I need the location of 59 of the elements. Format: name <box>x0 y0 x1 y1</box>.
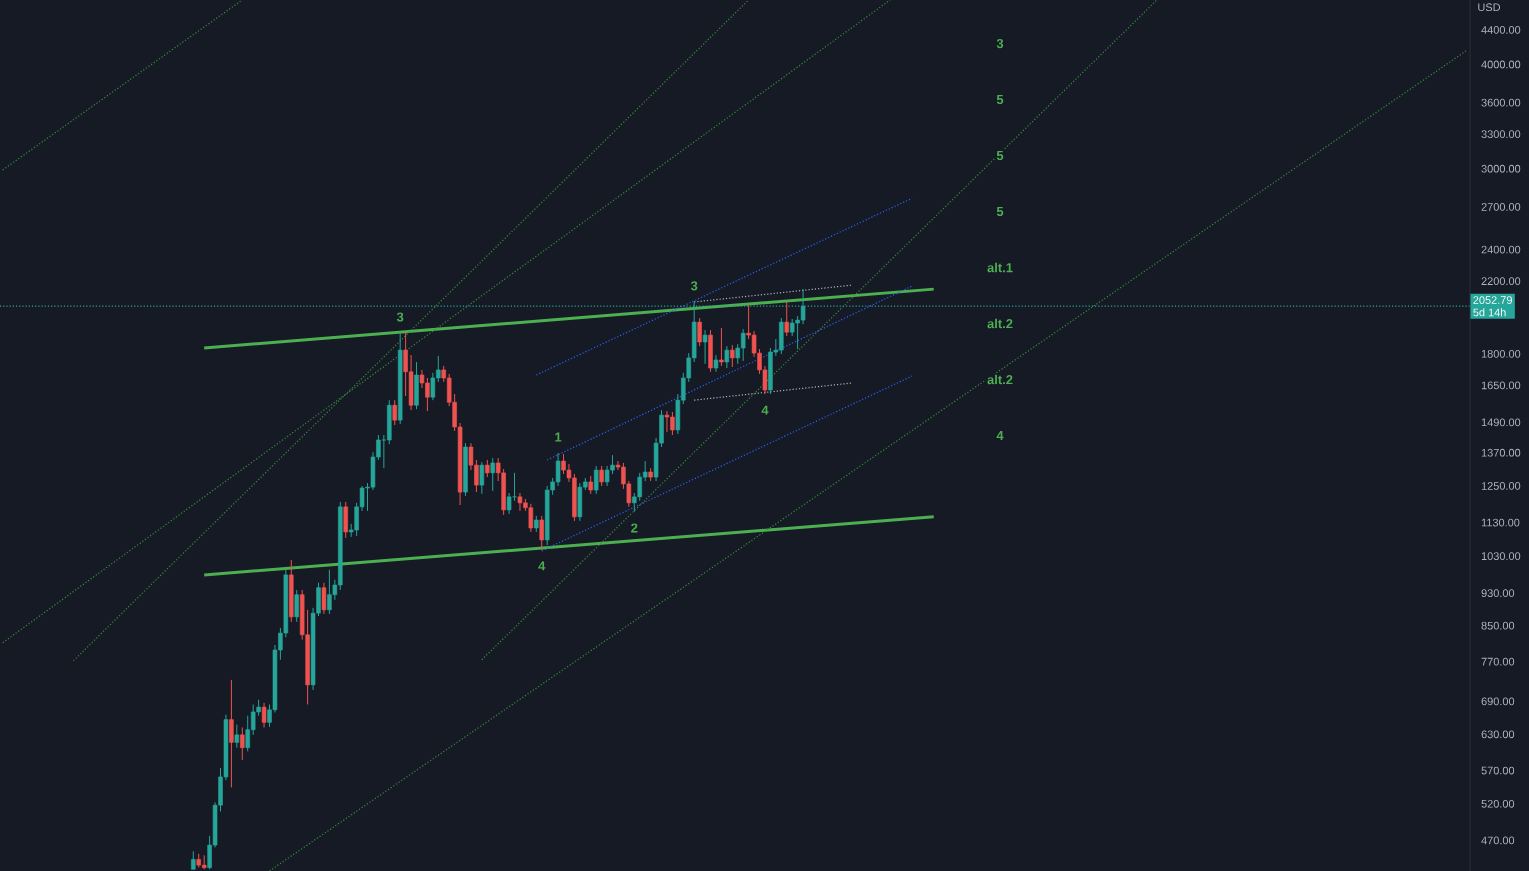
y-tick-label: 4400.00 <box>1481 26 1521 34</box>
candlestick <box>506 492 512 515</box>
y-tick-label: 1030.00 <box>1481 552 1521 560</box>
candlestick <box>479 461 485 495</box>
annotation: 1 <box>555 432 562 442</box>
annotation: 3 <box>690 281 698 291</box>
ref-line-label: 2052.79 <box>1473 296 1512 304</box>
y-tick-label: 470.00 <box>1481 836 1515 845</box>
y-tick-label: 570.00 <box>1481 766 1515 775</box>
annotation: alt.1 <box>987 262 1013 273</box>
candlestick <box>490 457 495 492</box>
annotation: 5 <box>996 206 1004 217</box>
y-tick-label: 2400.00 <box>1481 245 1521 254</box>
candlestick <box>234 724 240 749</box>
candlestick <box>261 702 267 728</box>
y-tick-label: 1800.00 <box>1481 349 1521 358</box>
candlestick <box>321 582 327 615</box>
y-tick-label: 520.00 <box>1481 799 1515 808</box>
annotation: 3 <box>396 312 404 322</box>
candlestick <box>593 465 599 495</box>
y-tick-label: 1130.00 <box>1481 518 1520 527</box>
candlestick <box>697 317 702 347</box>
candlestick <box>240 726 245 761</box>
annotation: alt.2 <box>987 318 1013 329</box>
candlestick <box>229 679 234 788</box>
y-tick-label: 1370.00 <box>1481 448 1521 457</box>
y-tick-label: 770.00 <box>1481 657 1515 666</box>
annotation: 2 <box>631 523 638 533</box>
y-tick-label: 930.00 <box>1481 589 1515 597</box>
candlestick <box>784 301 789 337</box>
y-tick-label: 690.00 <box>1481 697 1515 706</box>
annotation: 5 <box>996 95 1004 105</box>
candlestick <box>730 344 735 368</box>
y-tick-label: 1490.00 <box>1481 418 1521 427</box>
y-tick-label: 3300.00 <box>1481 130 1521 139</box>
annotation: 4 <box>996 431 1004 440</box>
y-axis-title: USD <box>1478 3 1501 12</box>
annotation: 5 <box>996 151 1004 161</box>
y-tick-label: 850.00 <box>1481 621 1515 630</box>
annotation: 3 <box>996 38 1004 49</box>
y-tick-label: 4000.00 <box>1481 60 1521 69</box>
y-tick-label: 3000.00 <box>1481 164 1521 173</box>
y-tick-label: 3600.00 <box>1481 98 1521 107</box>
candlestick <box>599 465 604 487</box>
annotation: 4 <box>538 561 546 571</box>
candlestick <box>392 399 397 426</box>
y-tick-label: 2200.00 <box>1481 277 1521 285</box>
candlestick <box>294 589 299 623</box>
candlestick <box>719 327 724 367</box>
y-tick-label: 1250.00 <box>1481 482 1521 490</box>
text: 5d 14h <box>1473 308 1506 317</box>
y-tick-label: 2700.00 <box>1481 203 1521 211</box>
annotation: alt.2 <box>987 374 1013 385</box>
annotation: 4 <box>761 405 769 415</box>
candlestick <box>702 329 708 365</box>
candlestick <box>539 515 544 551</box>
y-tick-label: 630.00 <box>1481 730 1515 739</box>
y-tick-label: 1650.00 <box>1481 381 1521 390</box>
candlestick <box>724 345 730 369</box>
